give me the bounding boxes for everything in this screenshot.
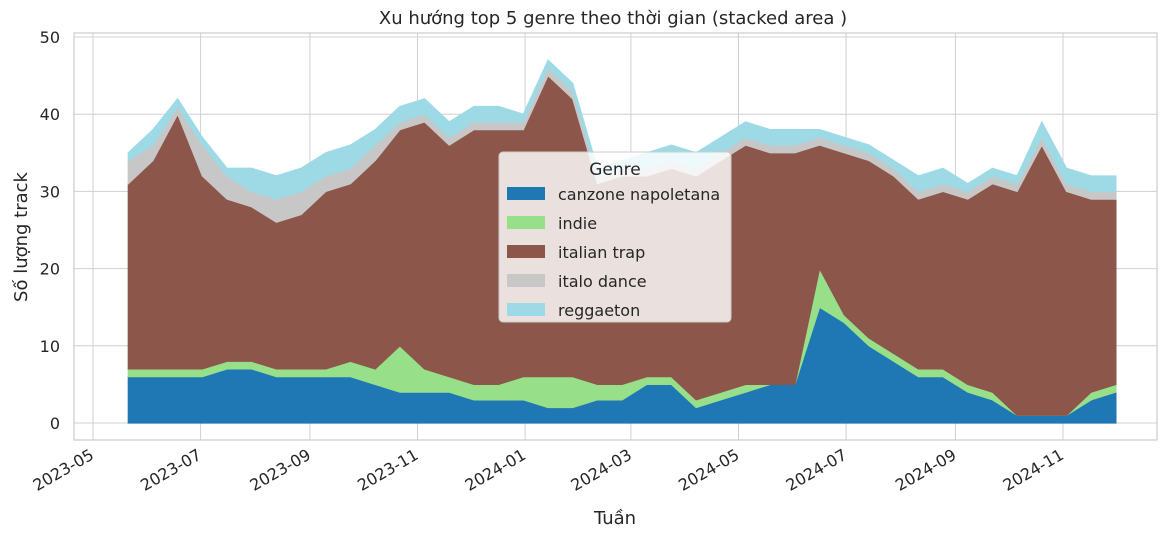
- y-tick-label: 10: [40, 337, 60, 356]
- y-tick-label: 0: [50, 414, 60, 433]
- legend-label: canzone napoletana: [558, 185, 720, 204]
- y-axis-label: Số lượng track: [11, 171, 32, 302]
- y-tick-label: 20: [40, 260, 60, 279]
- y-tick-label: 40: [40, 105, 60, 124]
- y-tick-labels: 0 10 20 30 40 50: [40, 28, 60, 433]
- plot-frame: [73, 32, 1158, 441]
- x-axis-label: Tuần: [593, 508, 636, 529]
- legend-label: indie: [558, 214, 597, 233]
- legend-label: italo dance: [558, 272, 647, 291]
- area-reggaeton: [127, 59, 1117, 200]
- x-tick-label: 2024-01: [462, 445, 529, 495]
- legend-label: reggaeton: [558, 301, 640, 320]
- x-tick-label: 2023-05: [30, 445, 97, 495]
- x-tick-label: 2024-03: [568, 445, 635, 495]
- legend-label: italian trap: [558, 243, 645, 262]
- x-tick-label: 2024-07: [783, 445, 850, 495]
- legend-box: [498, 151, 732, 323]
- y-tick-label: 50: [40, 28, 60, 47]
- legend-swatch: [507, 187, 545, 200]
- legend-title: Genre: [589, 160, 640, 180]
- x-tick-label: 2024-09: [892, 445, 959, 495]
- legend-swatch: [507, 274, 545, 287]
- x-tick-label: 2023-09: [247, 445, 314, 495]
- legend: Genre canzone napoletana indie italian tra…: [498, 151, 732, 323]
- x-tick-label: 2023-11: [354, 445, 421, 495]
- x-tick-label: 2024-11: [1000, 445, 1067, 495]
- x-tick-label: 2024-05: [675, 445, 742, 495]
- legend-swatch: [507, 245, 545, 258]
- x-tick-label: 2023-07: [137, 445, 204, 495]
- legend-swatch: [507, 216, 545, 229]
- chart-title: Xu hướng top 5 genre theo thời gian (sta…: [379, 8, 847, 29]
- legend-swatch: [507, 303, 545, 316]
- y-tick-label: 30: [40, 182, 60, 201]
- legend-items: canzone napoletana indie italian trap italo…: [507, 185, 720, 320]
- x-tick-labels: 2023-05 2023-07 2023-09 2023-11 2024-01 2024-…: [30, 445, 1067, 495]
